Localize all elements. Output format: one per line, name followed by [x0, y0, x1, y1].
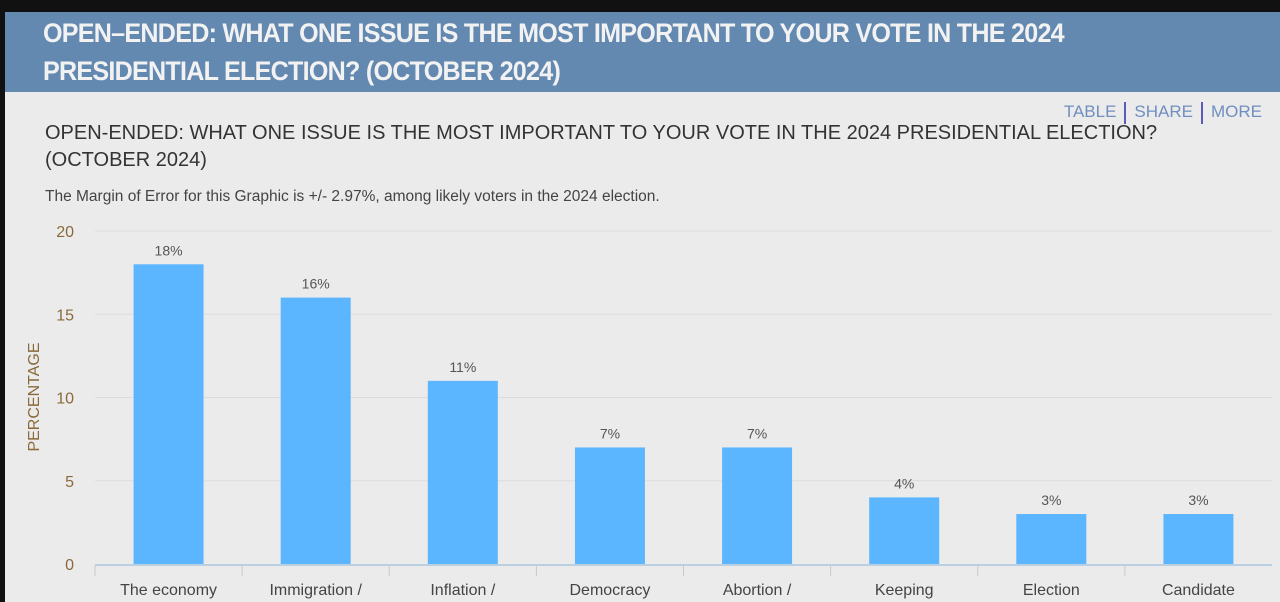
x-category-label: Inflation /: [430, 582, 495, 599]
bar: [574, 447, 645, 564]
data-label: 3%: [1041, 492, 1061, 508]
y-tick-label: 5: [65, 474, 74, 491]
data-label: 7%: [600, 425, 620, 441]
x-category-label: Candidate: [1162, 582, 1235, 599]
x-category-label: Election: [1023, 582, 1080, 599]
chart-subtitle: The Margin of Error for this Graphic is …: [45, 188, 660, 205]
header-banner: OPEN–ENDED: WHAT ONE ISSUE IS THE MOST I…: [5, 12, 1280, 92]
bar: [427, 380, 498, 564]
header-title: OPEN–ENDED: WHAT ONE ISSUE IS THE MOST I…: [43, 18, 1065, 86]
data-label: 16%: [302, 276, 330, 292]
y-tick-label: 20: [56, 224, 74, 241]
y-tick-label: 10: [56, 391, 74, 408]
divider: [1201, 102, 1203, 124]
y-axis-label: PERCENTAGE: [26, 342, 43, 451]
data-label: 4%: [894, 475, 914, 491]
y-tick-label: 15: [56, 307, 74, 324]
bar: [1016, 514, 1087, 564]
x-category-label: The economy: [120, 582, 217, 599]
divider: [1124, 102, 1127, 124]
bar: [1163, 514, 1234, 564]
table-link[interactable]: TABLE: [1063, 102, 1117, 121]
data-label: 3%: [1188, 492, 1208, 508]
data-label: 18%: [155, 242, 183, 258]
share-link[interactable]: SHARE: [1134, 102, 1193, 121]
bar: [280, 297, 351, 564]
y-tick-label: 0: [65, 557, 74, 574]
data-label: 7%: [747, 425, 767, 441]
x-category-label: Democracy: [569, 582, 650, 599]
x-category-label: Immigration /: [269, 582, 362, 599]
data-label: 11%: [449, 359, 476, 375]
chart-actions: TABLE SHARE MORE: [1056, 102, 1270, 124]
bar: [722, 447, 793, 564]
bar: [869, 497, 940, 564]
bar: [133, 264, 204, 564]
x-category-label: Abortion /: [723, 582, 792, 599]
x-category-label: Keeping: [875, 582, 934, 599]
chart-title: OPEN-ENDED: WHAT ONE ISSUE IS THE MOST I…: [45, 122, 1158, 171]
more-link[interactable]: MORE: [1211, 102, 1262, 121]
